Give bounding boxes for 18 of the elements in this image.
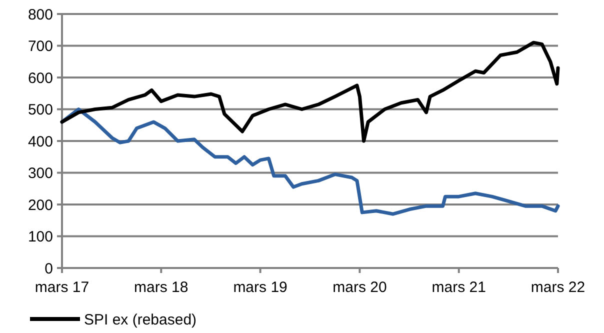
y-tick-label: 800: [28, 6, 53, 24]
y-tick-label: 500: [28, 102, 53, 118]
x-tick-label: mars 18: [134, 279, 188, 296]
x-tick-label: mars 20: [332, 279, 387, 296]
x-tick-label: mars 19: [233, 279, 288, 296]
legend-label: SPI ex (rebased): [84, 311, 197, 328]
y-tick-label: 300: [28, 165, 53, 182]
line-series: [60, 108, 560, 216]
y-tick-label: 600: [28, 70, 53, 87]
y-tick-label: 0: [44, 260, 53, 278]
y-tick-label: 700: [28, 38, 53, 55]
y-tick-label: 100: [28, 228, 53, 246]
x-tick-label: mars 21: [432, 279, 486, 296]
y-tick-label: 200: [28, 196, 53, 214]
line-series: [60, 40, 560, 143]
x-tick-label: mars 17: [34, 279, 90, 296]
x-tick-label: mars 22: [530, 279, 586, 296]
y-tick-label: 400: [28, 133, 53, 150]
